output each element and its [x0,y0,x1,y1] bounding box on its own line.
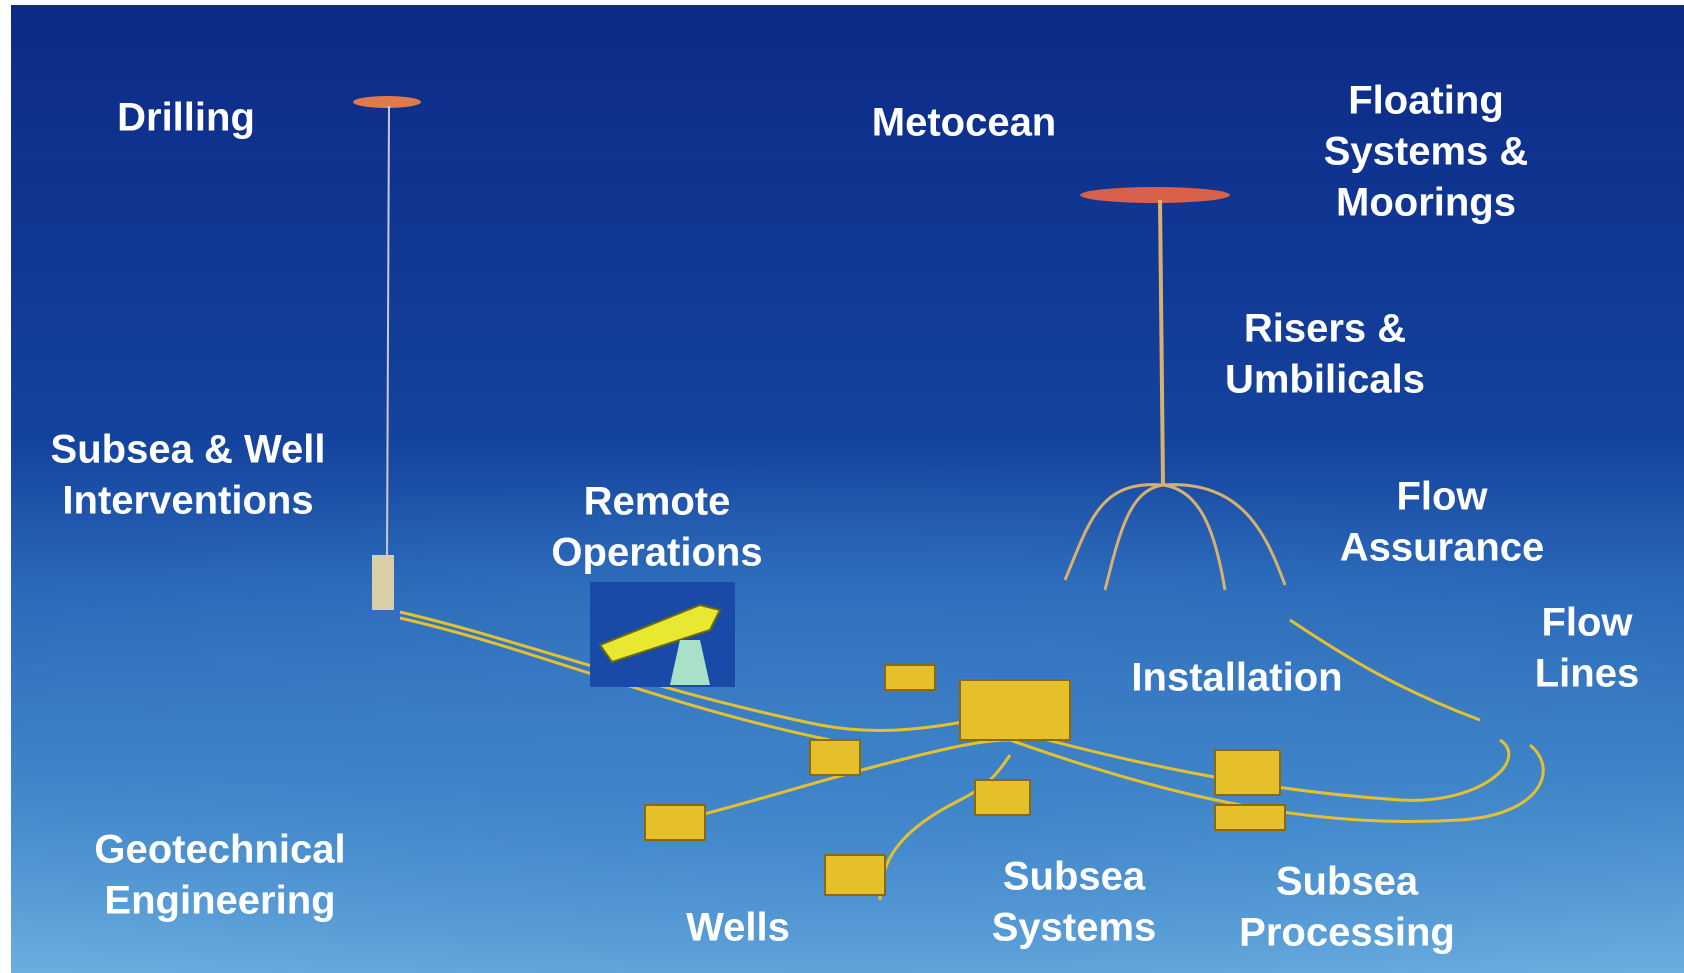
area-label: Flow [1396,475,1488,519]
area-label: Assurance [1340,526,1545,570]
area-label: Geotechnical [94,828,345,872]
riser-legs [1063,483,1287,591]
area-label: Processing [1239,911,1455,955]
subsea-equipment [644,664,1286,896]
area-label: Umbilicals [1225,358,1425,402]
area-label: Subsea & Well [51,428,326,472]
area-label: Remote [584,480,731,524]
rov [598,603,722,664]
fpso [1080,187,1230,203]
area-label: Metocean [872,101,1057,145]
rov-beam [670,640,710,685]
area-label: Floating [1348,79,1504,123]
area-label: Engineering [104,879,335,923]
area-label: Subsea [1003,855,1146,899]
drill-ship [353,96,421,108]
area-label: Interventions [62,479,313,523]
area-label: Systems [992,906,1157,950]
drill-riser [386,105,390,561]
area-label: Systems & [1324,130,1529,174]
area-label: Wells [686,906,790,950]
area-label: Operations [551,531,762,575]
area-label: Subsea [1276,860,1419,904]
area-label: Risers & [1244,307,1406,351]
area-label: Lines [1535,652,1639,696]
wellhead [372,555,394,610]
area-label: Moorings [1336,181,1516,225]
area-label: Installation [1131,656,1342,700]
riser [1158,199,1165,486]
area-label: Drilling [117,96,255,140]
area-label: Flow [1541,601,1633,645]
